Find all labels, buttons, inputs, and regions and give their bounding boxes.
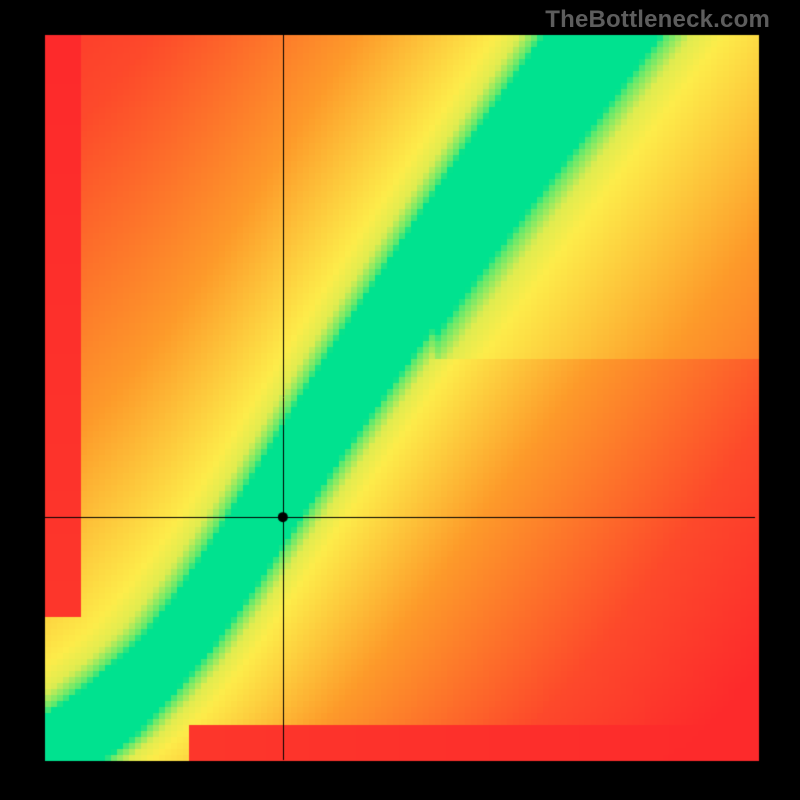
bottleneck-heatmap	[0, 0, 800, 800]
watermark-text: TheBottleneck.com	[545, 6, 770, 34]
chart-container: TheBottleneck.com	[0, 0, 800, 800]
